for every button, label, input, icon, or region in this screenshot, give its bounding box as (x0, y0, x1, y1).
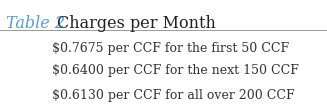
Text: $0.6400 per CCF for the next 150 CCF: $0.6400 per CCF for the next 150 CCF (52, 64, 299, 77)
Text: $0.6130 per CCF for all over 200 CCF: $0.6130 per CCF for all over 200 CCF (52, 89, 295, 102)
Text: $0.7675 per CCF for the first 50 CCF: $0.7675 per CCF for the first 50 CCF (52, 42, 289, 55)
Text: Table 2: Table 2 (6, 15, 65, 32)
Text: Charges per Month: Charges per Month (57, 15, 216, 32)
